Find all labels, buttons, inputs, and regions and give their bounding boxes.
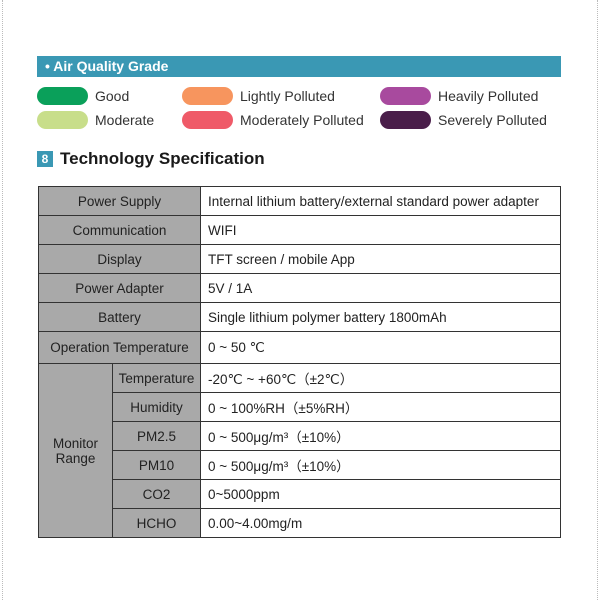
section-title: Technology Specification xyxy=(60,149,265,168)
spec-label: Display xyxy=(38,244,201,274)
legend-item: Lightly Polluted xyxy=(182,87,380,105)
spec-table: Power Supply Internal lithium battery/ext… xyxy=(38,186,561,538)
spec-label: Power Supply xyxy=(38,186,201,216)
color-swatch xyxy=(37,87,88,105)
color-swatch xyxy=(37,111,88,129)
monitor-value: 0~5000ppm xyxy=(200,479,561,509)
color-swatch xyxy=(380,111,431,129)
monitor-value: 0 ~ 500μg/m³（±10%） xyxy=(200,421,561,451)
monitor-value: -20℃ ~ +60℃（±2℃） xyxy=(200,363,561,393)
section-bar-air-quality: • Air Quality Grade xyxy=(37,56,561,77)
table-row: Monitor Range Temperature -20℃ ~ +60℃（±2℃） xyxy=(38,363,561,538)
table-row: PM2.5 0 ~ 500μg/m³（±10%） xyxy=(39,421,561,451)
spec-label: Communication xyxy=(38,215,201,245)
monitor-value: 0 ~ 500μg/m³（±10%） xyxy=(200,450,561,480)
table-row: PM10 0 ~ 500μg/m³（±10%） xyxy=(39,450,561,480)
table-row: Power Adapter 5V / 1A xyxy=(38,273,561,303)
legend-item: Good xyxy=(37,87,182,105)
table-row: Humidity 0 ~ 100%RH（±5%RH） xyxy=(39,392,561,422)
table-row: Operation Temperature 0 ~ 50 ℃ xyxy=(38,331,561,364)
spec-value: 5V / 1A xyxy=(200,273,561,303)
spec-label: Operation Temperature xyxy=(38,331,201,364)
monitor-label: Humidity xyxy=(112,392,201,422)
color-swatch xyxy=(182,111,233,129)
spec-value: TFT screen / mobile App xyxy=(200,244,561,274)
monitor-label: CO2 xyxy=(112,479,201,509)
legend-item: Moderate xyxy=(37,111,182,129)
monitor-label: PM2.5 xyxy=(112,421,201,451)
spec-value: 0 ~ 50 ℃ xyxy=(200,331,561,364)
table-row: Communication WIFI xyxy=(38,215,561,245)
monitor-range-label: Monitor Range xyxy=(38,363,113,538)
table-row: Power Supply Internal lithium battery/ext… xyxy=(38,186,561,216)
section-heading: 8 Technology Specification xyxy=(37,149,265,169)
monitor-value: 0.00~4.00mg/m xyxy=(200,508,561,538)
spec-label: Battery xyxy=(38,302,201,332)
section-number-badge: 8 xyxy=(37,151,53,167)
spec-value: Internal lithium battery/external standa… xyxy=(200,186,561,216)
legend-item: Moderately Polluted xyxy=(182,111,380,129)
monitor-value: 0 ~ 100%RH（±5%RH） xyxy=(200,392,561,422)
monitor-label: PM10 xyxy=(112,450,201,480)
legend-label: Good xyxy=(95,88,130,104)
table-row: CO2 0~5000ppm xyxy=(39,479,561,509)
legend-item: Heavily Polluted xyxy=(380,87,570,105)
legend-label: Moderate xyxy=(95,112,155,128)
legend-label: Heavily Polluted xyxy=(438,88,539,104)
legend-item: Severely Polluted xyxy=(380,111,570,129)
monitor-label: HCHO xyxy=(112,508,201,538)
spec-value: WIFI xyxy=(200,215,561,245)
page-edge xyxy=(2,0,3,600)
legend-label: Severely Polluted xyxy=(438,112,547,128)
page-edge xyxy=(597,0,598,600)
air-quality-legend: Good Lightly Polluted Heavily Polluted Mode… xyxy=(37,87,567,129)
spec-value: Single lithium polymer battery 1800mAh xyxy=(200,302,561,332)
legend-label: Moderately Polluted xyxy=(240,112,364,128)
color-swatch xyxy=(182,87,233,105)
table-row: Display TFT screen / mobile App xyxy=(38,244,561,274)
table-row: HCHO 0.00~4.00mg/m xyxy=(39,508,561,538)
legend-label: Lightly Polluted xyxy=(240,88,335,104)
monitor-label: Temperature xyxy=(112,363,201,393)
spec-label: Power Adapter xyxy=(38,273,201,303)
table-row: Battery Single lithium polymer battery 18… xyxy=(38,302,561,332)
color-swatch xyxy=(380,87,431,105)
